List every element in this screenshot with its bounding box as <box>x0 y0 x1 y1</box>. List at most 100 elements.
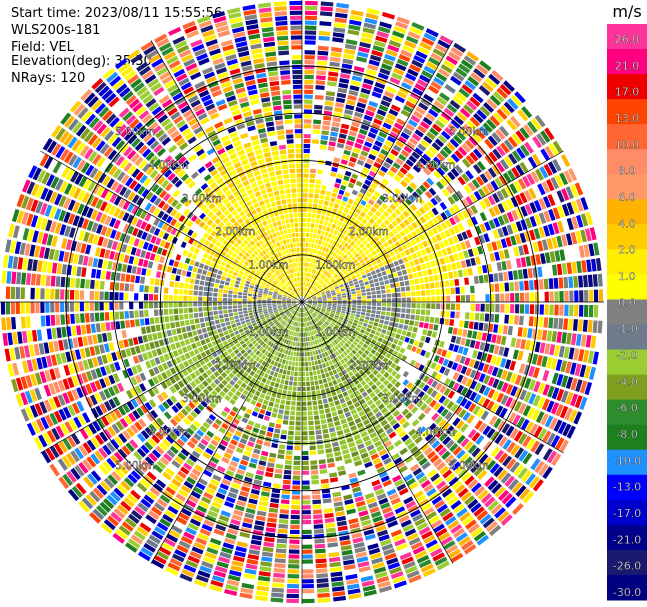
velocity-gate <box>268 512 278 518</box>
velocity-gate <box>202 344 209 351</box>
velocity-gate <box>277 299 282 301</box>
velocity-gate <box>243 239 249 245</box>
velocity-gate <box>327 76 338 82</box>
velocity-gate <box>119 302 124 310</box>
velocity-gate <box>92 257 99 268</box>
velocity-gate <box>506 211 515 223</box>
velocity-gate <box>163 294 168 301</box>
velocity-gate <box>545 179 555 192</box>
velocity-gate <box>309 183 315 189</box>
velocity-gate <box>473 148 483 159</box>
velocity-gate <box>400 286 406 292</box>
velocity-gate <box>371 214 379 221</box>
velocity-gate <box>400 149 410 158</box>
start-time-label: Start time: 2023/08/11 15:55:56 <box>11 6 223 21</box>
velocity-gate <box>238 50 250 58</box>
velocity-gate <box>258 222 264 229</box>
velocity-gate <box>183 307 188 314</box>
velocity-gate <box>369 54 382 62</box>
velocity-gate <box>481 81 494 93</box>
velocity-gate <box>257 397 264 404</box>
velocity-gate <box>355 106 365 114</box>
velocity-gate <box>230 186 238 193</box>
velocity-gate <box>304 84 314 90</box>
velocity-gate <box>459 127 470 138</box>
velocity-gate <box>268 507 279 513</box>
velocity-gate <box>176 268 182 275</box>
velocity-gate <box>240 320 246 325</box>
velocity-gate <box>363 256 369 262</box>
velocity-gate <box>310 258 314 263</box>
velocity-gate <box>284 410 290 415</box>
velocity-gate <box>357 299 362 302</box>
velocity-gate <box>558 277 564 289</box>
velocity-gate <box>129 310 134 319</box>
velocity-gate <box>125 274 131 283</box>
velocity-gate <box>183 58 196 67</box>
velocity-gate <box>158 94 170 105</box>
velocity-gate <box>233 287 239 292</box>
velocity-gate <box>299 232 302 237</box>
velocity-gate <box>166 55 179 65</box>
velocity-gate <box>327 222 333 228</box>
velocity-gate <box>392 144 402 153</box>
velocity-gate <box>345 265 351 270</box>
velocity-gate <box>316 271 320 276</box>
velocity-gate <box>264 46 276 53</box>
velocity-gate <box>246 200 253 207</box>
velocity-gate <box>332 32 345 38</box>
velocity-gate <box>376 218 383 225</box>
velocity-gate <box>370 194 378 202</box>
velocity-gate <box>273 372 279 378</box>
velocity-gate <box>444 83 456 94</box>
velocity-gate <box>190 171 199 180</box>
velocity-gate <box>375 286 381 291</box>
velocity-gate <box>229 17 243 24</box>
velocity-gate <box>262 209 269 215</box>
velocity-gate <box>442 188 450 197</box>
velocity-gate <box>399 192 407 201</box>
velocity-gate <box>351 189 359 196</box>
velocity-gate <box>540 148 551 161</box>
velocity-gate <box>188 95 199 104</box>
velocity-gate <box>288 264 291 269</box>
velocity-gate <box>372 274 378 279</box>
velocity-gate <box>450 168 460 178</box>
velocity-gate <box>324 216 330 222</box>
velocity-gate <box>303 124 312 129</box>
velocity-gate <box>299 247 302 252</box>
velocity-gate <box>242 4 256 11</box>
velocity-gate <box>569 290 574 302</box>
velocity-gate <box>253 448 261 455</box>
velocity-gate <box>248 312 254 316</box>
velocity-gate <box>393 277 399 283</box>
velocity-gate <box>290 371 294 376</box>
velocity-gate <box>357 192 364 199</box>
velocity-gate <box>280 379 285 385</box>
velocity-gate <box>212 351 218 358</box>
velocity-gate <box>262 297 267 300</box>
velocity-gate <box>444 219 452 228</box>
velocity-gate <box>514 234 522 245</box>
velocity-gate <box>373 264 379 270</box>
velocity-gate <box>189 319 195 325</box>
velocity-gate <box>199 280 205 286</box>
velocity-gate <box>395 253 402 260</box>
velocity-gate <box>203 296 208 302</box>
velocity-gate <box>381 178 390 186</box>
velocity-gate <box>271 95 281 101</box>
velocity-gate <box>257 299 262 302</box>
velocity-gate <box>99 280 105 290</box>
velocity-gate <box>55 302 60 313</box>
velocity-gate <box>249 233 255 240</box>
velocity-gate <box>236 183 244 190</box>
velocity-gate <box>354 270 360 275</box>
velocity-gate <box>215 278 220 284</box>
velocity-gate <box>498 125 510 137</box>
velocity-gate <box>72 337 79 348</box>
velocity-gate <box>255 590 269 597</box>
velocity-gate <box>245 19 258 26</box>
velocity-gate <box>119 282 125 291</box>
velocity-gate <box>221 261 227 267</box>
velocity-gate <box>337 256 342 261</box>
